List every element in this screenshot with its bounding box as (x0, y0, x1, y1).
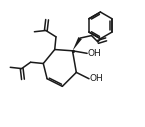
Polygon shape (72, 37, 82, 51)
Text: OH: OH (87, 49, 101, 58)
Text: OH: OH (89, 74, 103, 83)
